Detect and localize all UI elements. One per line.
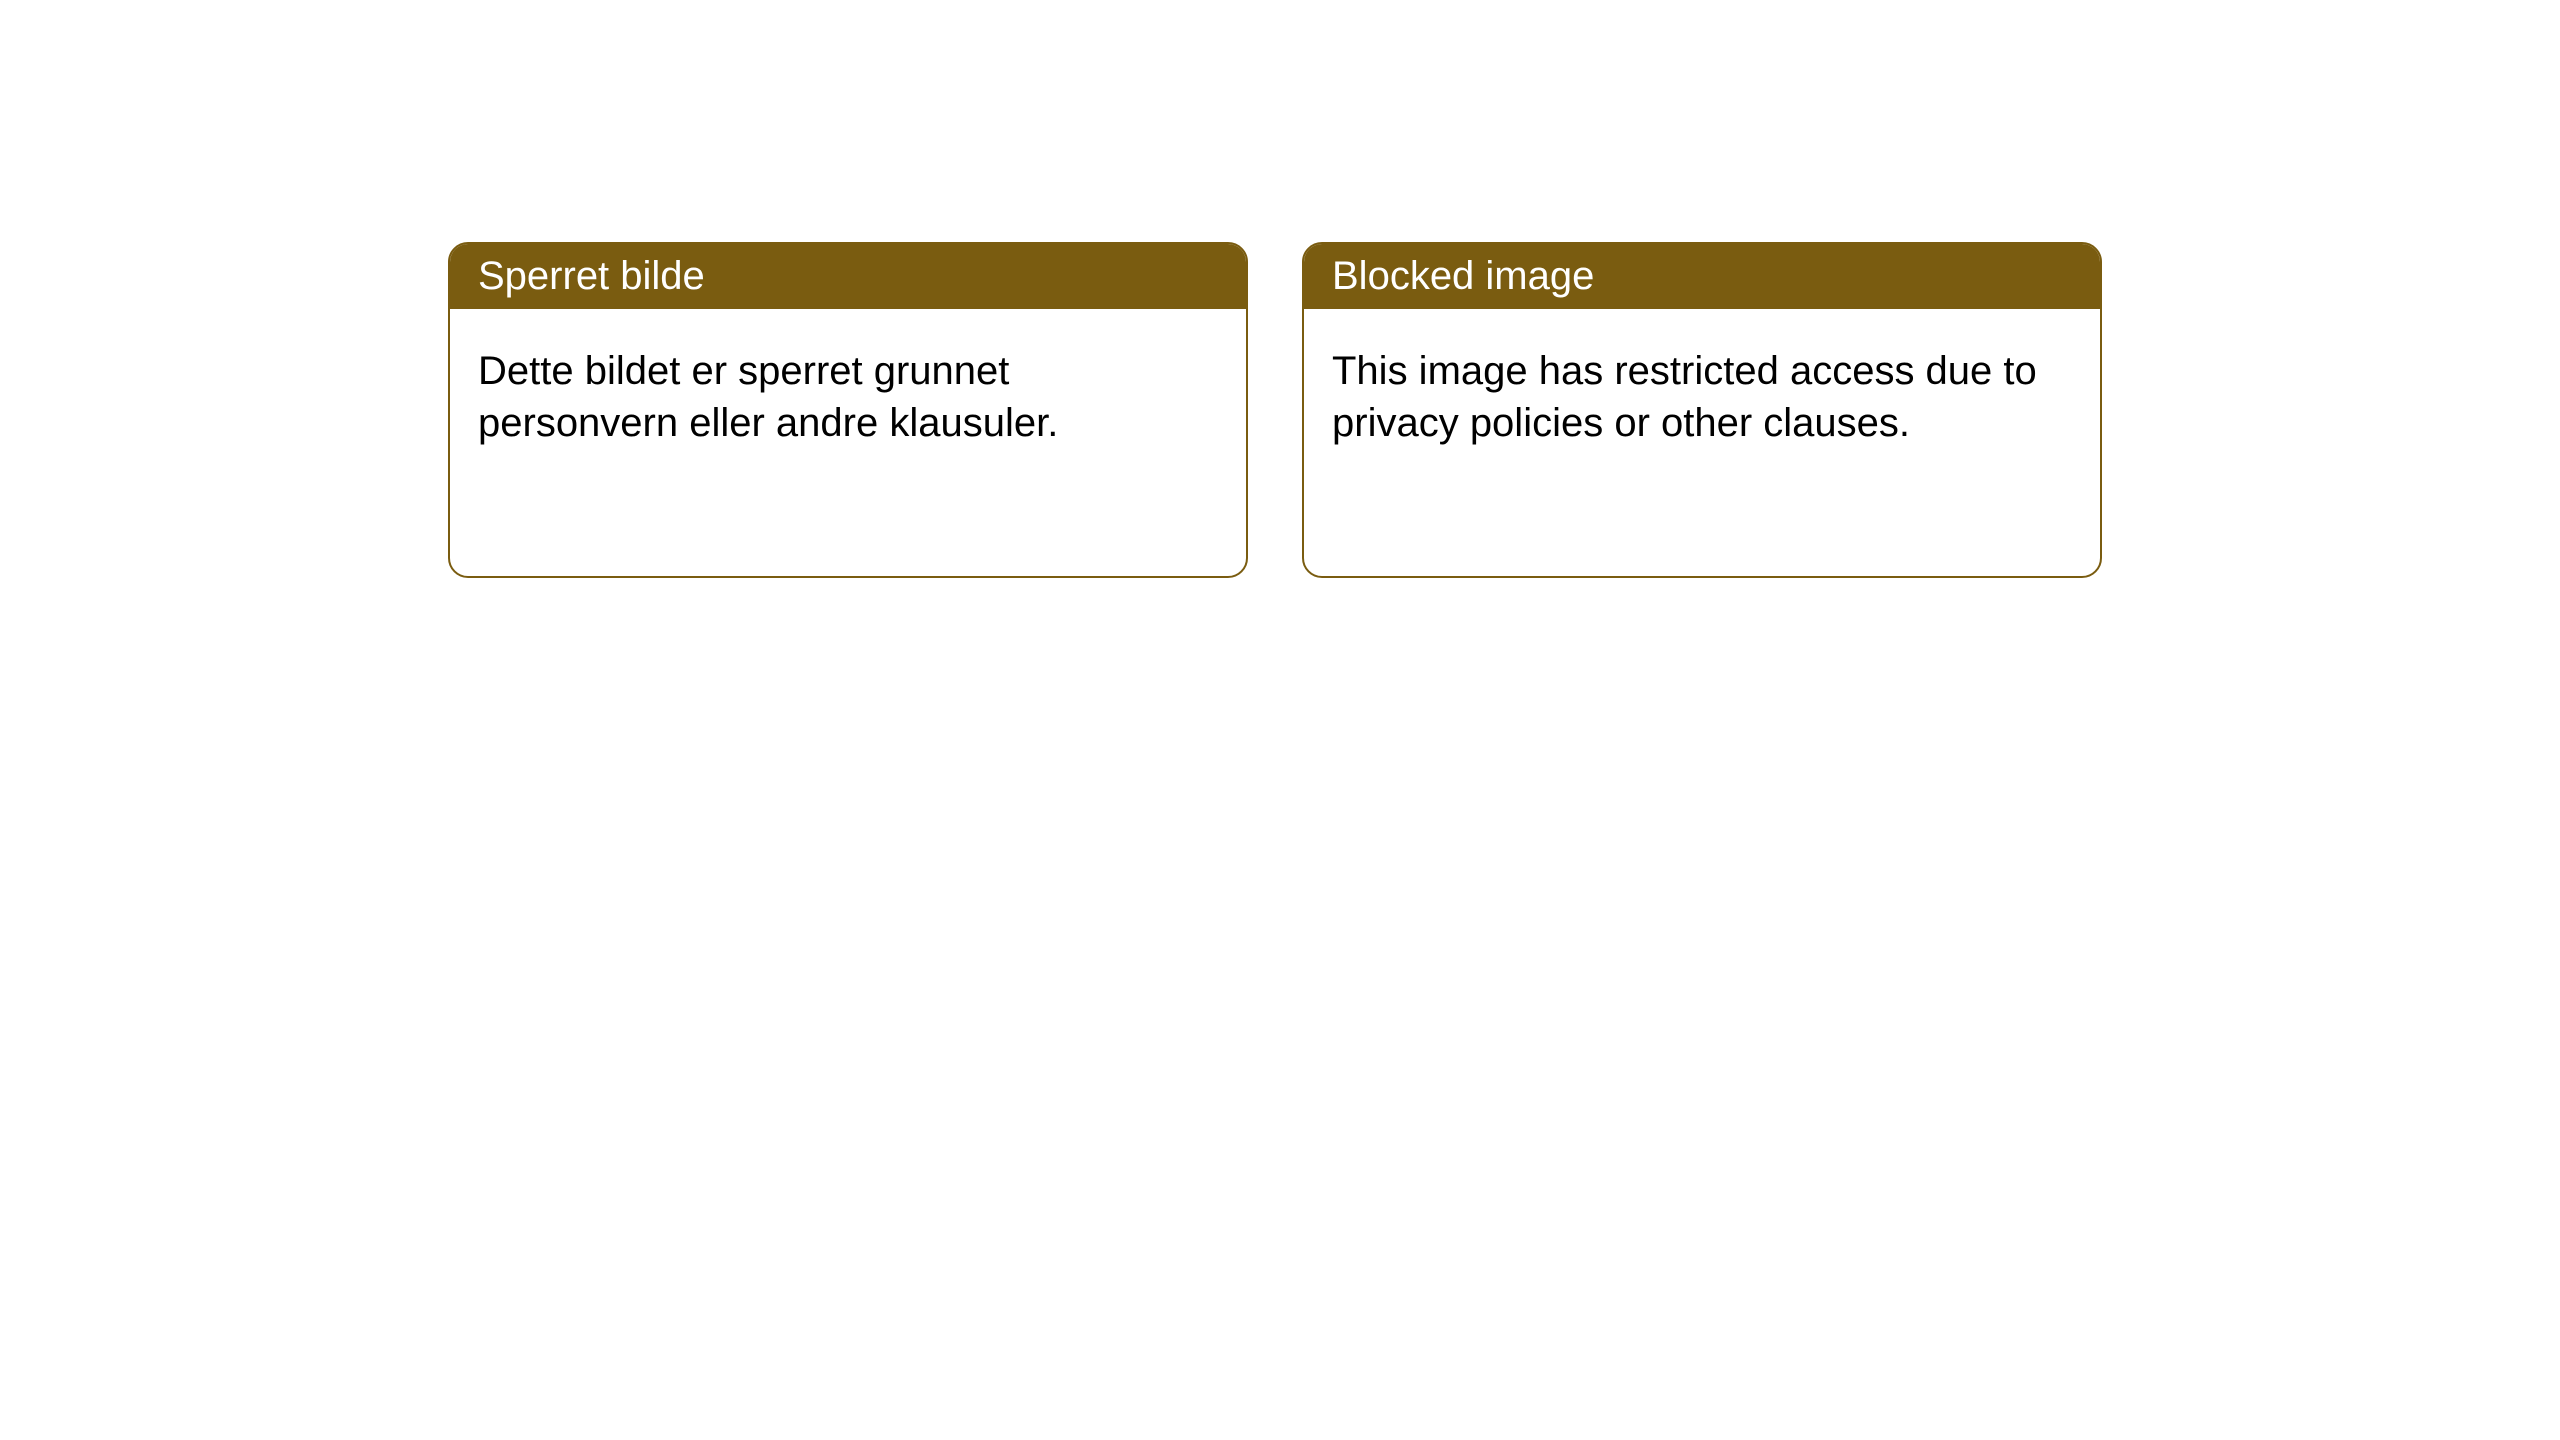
notice-cards-container: Sperret bilde Dette bildet er sperret gr… [0, 0, 2560, 578]
card-header: Sperret bilde [450, 244, 1246, 309]
card-title: Blocked image [1332, 254, 1594, 298]
card-body-text: Dette bildet er sperret grunnet personve… [478, 349, 1058, 445]
notice-card-norwegian: Sperret bilde Dette bildet er sperret gr… [448, 242, 1248, 578]
card-body-text: This image has restricted access due to … [1332, 349, 2037, 445]
card-body: This image has restricted access due to … [1304, 309, 2100, 485]
notice-card-english: Blocked image This image has restricted … [1302, 242, 2102, 578]
card-title: Sperret bilde [478, 254, 705, 298]
card-body: Dette bildet er sperret grunnet personve… [450, 309, 1246, 485]
card-header: Blocked image [1304, 244, 2100, 309]
